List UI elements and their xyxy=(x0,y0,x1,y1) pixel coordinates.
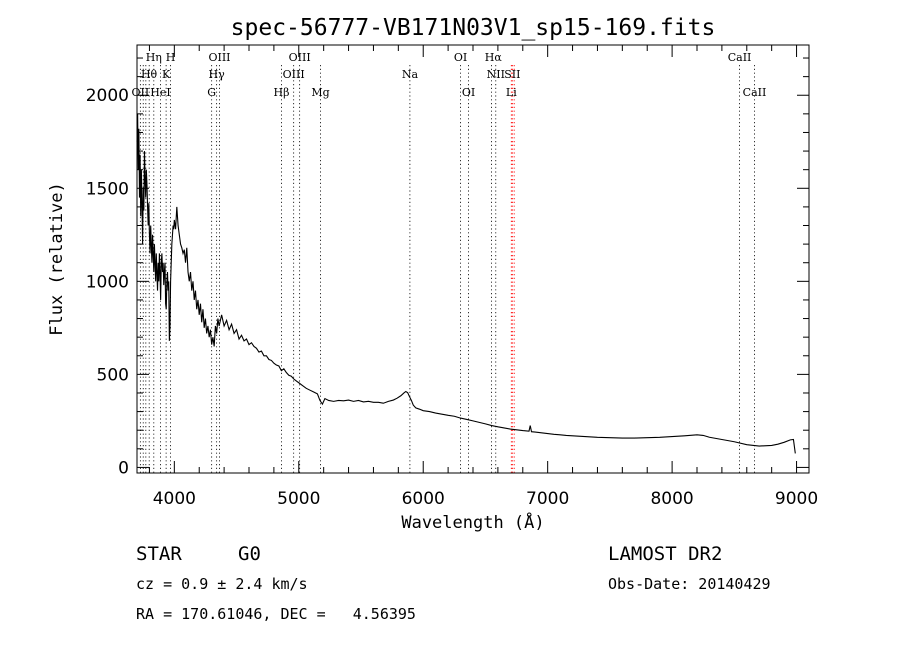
x-tick-label: 8000 xyxy=(650,489,693,509)
x-tick-label: 5000 xyxy=(277,489,320,509)
line-label: H xyxy=(166,51,176,64)
line-label: Hη xyxy=(146,51,162,64)
line-label: Hα xyxy=(485,51,503,64)
line-label: Mg xyxy=(311,86,329,99)
line-label: Na xyxy=(402,68,419,81)
x-axis-label: Wavelength (Å) xyxy=(401,511,544,533)
line-label: OII xyxy=(132,86,150,99)
y-tick-label: 2000 xyxy=(86,86,129,106)
y-tick-label: 500 xyxy=(97,365,129,385)
survey-name: LAMOST DR2 xyxy=(608,543,722,565)
line-label: Li xyxy=(506,86,517,99)
line-label: HeI xyxy=(150,86,170,99)
axis-ticks xyxy=(137,45,809,473)
observation-date: Obs-Date: 20140429 xyxy=(608,575,771,593)
line-label: OI xyxy=(454,51,467,64)
line-label: Hβ xyxy=(274,86,290,99)
y-tick-label: 1500 xyxy=(86,179,129,199)
x-tick-label: 4000 xyxy=(153,489,196,509)
line-label: CaII xyxy=(743,86,767,99)
line-label: OIII xyxy=(283,68,305,81)
spectrum-line xyxy=(136,113,796,454)
line-label: G xyxy=(207,86,216,99)
line-label: Hγ xyxy=(209,68,226,81)
x-tick-label: 9000 xyxy=(775,489,818,509)
chart-title: spec-56777-VB171N03V1_sp15-169.fits xyxy=(231,15,716,41)
y-tick-label: 0 xyxy=(118,458,129,478)
redshift-velocity: cz = 0.9 ± 2.4 km/s xyxy=(136,575,308,593)
axis-tick-labels: 4000 5000 6000 7000 8000 9000 0 500 1000 1500 2000 xyxy=(86,86,818,509)
line-label: Hθ xyxy=(141,68,158,81)
line-label: CaII xyxy=(728,51,752,64)
line-label: SII xyxy=(504,68,520,81)
object-subclass: G0 xyxy=(238,543,261,565)
line-label: NII xyxy=(487,68,505,81)
x-tick-label: 7000 xyxy=(526,489,569,509)
line-label: OIII xyxy=(289,51,311,64)
y-tick-label: 1000 xyxy=(86,272,129,292)
line-label: K xyxy=(162,68,171,81)
line-label: OI xyxy=(462,86,475,99)
x-tick-label: 6000 xyxy=(402,489,445,509)
y-axis-label: Flux (relative) xyxy=(47,182,67,336)
object-class: STAR xyxy=(136,543,182,565)
line-label: OIII xyxy=(208,51,230,64)
coordinates: RA = 170.61046, DEC = 4.56395 xyxy=(136,605,416,623)
